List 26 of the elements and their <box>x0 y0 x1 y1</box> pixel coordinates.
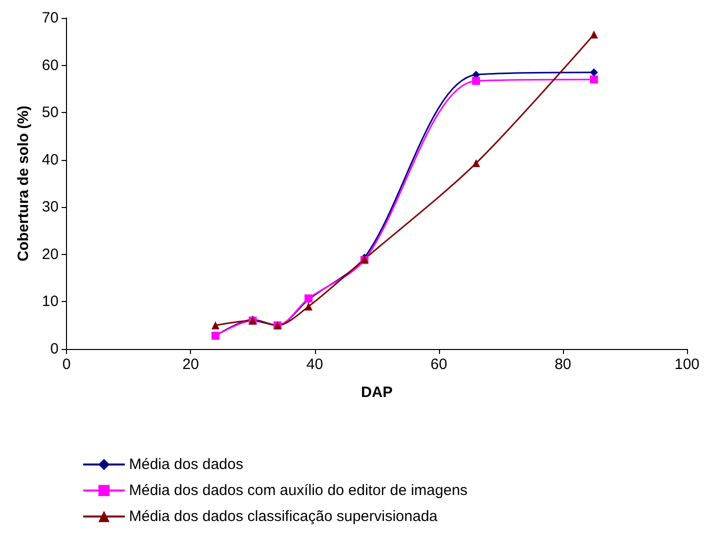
x-tick-label: 0 <box>62 356 71 373</box>
point <box>304 302 313 310</box>
y-tick-label: 60 <box>42 56 59 74</box>
y-tick-label: 40 <box>42 151 59 168</box>
x-tick-label: 60 <box>430 356 448 373</box>
point <box>472 76 480 85</box>
point <box>211 321 220 330</box>
y-tick-label: 70 <box>42 10 59 26</box>
point <box>590 75 598 84</box>
y-tick-label: 50 <box>42 104 59 122</box>
y-tick-label: 20 <box>42 246 59 263</box>
legend-label: Média dos dados classificação supervisionada <box>129 508 438 525</box>
legend-label: Média dos dados <box>129 456 244 473</box>
x-axis-title: DAP <box>360 384 393 401</box>
x-tick-label: 20 <box>182 356 200 373</box>
point <box>472 159 480 168</box>
x-tick-label: 100 <box>674 356 700 373</box>
point <box>590 68 598 76</box>
x-tick-label: 80 <box>554 356 572 373</box>
y-tick-label: 0 <box>50 340 59 358</box>
y-tick-label: 10 <box>42 293 59 310</box>
y-axis-title: Cobertura de solo (%) <box>15 106 32 262</box>
point <box>590 30 598 39</box>
x-tick-label: 40 <box>306 356 324 373</box>
y-tick-label: 30 <box>42 198 59 216</box>
legend-label: Média dos dados com auxílio do editor de imagens <box>129 482 468 499</box>
